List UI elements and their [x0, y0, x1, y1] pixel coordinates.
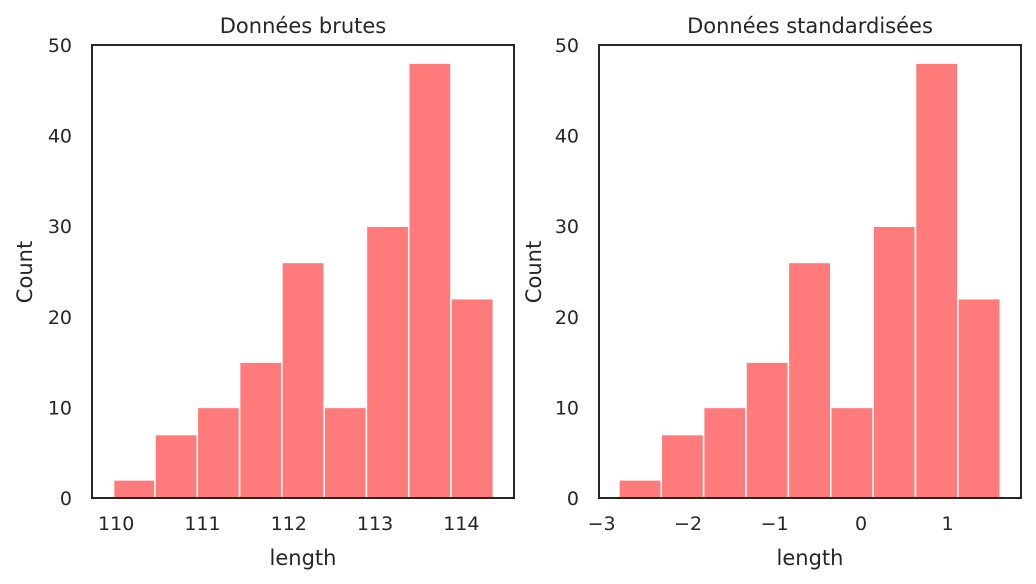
y-axis-ticks: 0 10 20 30 40 50	[555, 35, 579, 510]
y-tick-label: 30	[555, 216, 579, 238]
x-tick-label: −1	[761, 513, 789, 535]
histogram-bar	[618, 479, 663, 499]
histogram-bar	[154, 433, 199, 499]
histogram-bar	[957, 297, 1001, 499]
histogram-bar	[323, 406, 368, 499]
x-tick-label: 112	[271, 513, 307, 535]
histogram-bar	[112, 479, 156, 499]
histogram-panel-raw: Données brutes 110 111 112 113 114 0 10 20 30 40…	[13, 14, 515, 570]
bars-group	[112, 62, 495, 499]
histogram-bar	[914, 62, 959, 499]
y-tick-label: 40	[555, 126, 579, 148]
y-axis-ticks: 0 10 20 30 40 50	[48, 35, 72, 510]
axes-frame	[598, 44, 1022, 499]
y-tick-label: 0	[567, 488, 579, 510]
y-tick-label: 50	[555, 35, 579, 57]
y-tick-label: 30	[48, 216, 72, 238]
histogram-bar	[787, 261, 832, 499]
y-tick-label: 20	[555, 307, 579, 329]
histogram-bar	[872, 225, 917, 499]
x-tick-label: 113	[357, 513, 393, 535]
x-axis-ticks: 110 111 112 113 114	[98, 513, 479, 535]
histogram-bar	[238, 361, 283, 499]
y-tick-label: 10	[555, 397, 579, 419]
histogram-bar	[281, 261, 325, 499]
chart-title: Données brutes	[220, 14, 386, 38]
histogram-bar	[407, 62, 452, 499]
axes-frame	[91, 44, 515, 499]
x-tick-label: −3	[588, 513, 616, 535]
y-tick-label: 10	[48, 397, 72, 419]
x-tick-label: 1	[941, 513, 953, 535]
y-tick-label: 0	[60, 488, 72, 510]
histogram-bar	[830, 406, 874, 499]
y-axis-label: Count	[522, 241, 546, 303]
histogram-bar	[365, 225, 410, 499]
y-tick-label: 20	[48, 307, 72, 329]
y-tick-label: 50	[48, 35, 72, 57]
x-axis-label: length	[777, 546, 844, 570]
histogram-bar	[702, 406, 747, 499]
chart-title: Données standardisées	[687, 14, 933, 38]
x-tick-label: 0	[855, 513, 867, 535]
bars-group	[618, 62, 1001, 499]
histogram-bar	[660, 433, 705, 499]
histogram-bar	[745, 361, 790, 499]
x-tick-label: −2	[674, 513, 702, 535]
x-tick-label: 110	[98, 513, 134, 535]
histogram-bar	[196, 406, 241, 499]
x-axis-ticks: −3 −2 −1 0 1	[588, 513, 954, 535]
histogram-bar	[450, 297, 495, 499]
histogram-panel-standardized: Données standardisées −3 −2 −1 0 1 0 10 20 30 40…	[522, 14, 1022, 570]
y-tick-label: 40	[48, 126, 72, 148]
x-axis-label: length	[270, 546, 337, 570]
x-tick-label: 114	[443, 513, 479, 535]
y-axis-label: Count	[13, 241, 37, 303]
x-tick-label: 111	[184, 513, 220, 535]
